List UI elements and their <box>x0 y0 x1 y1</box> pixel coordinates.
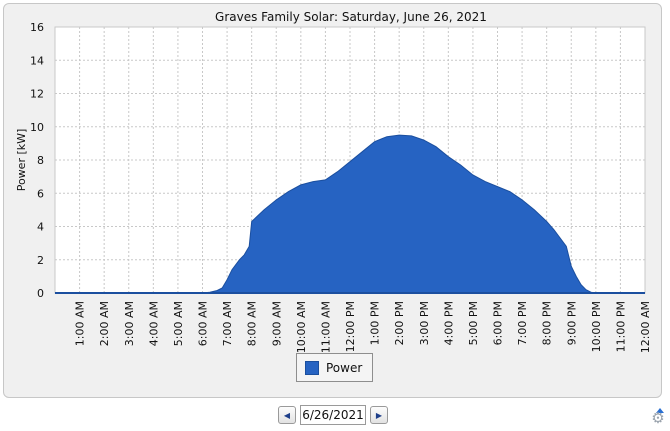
next-day-button[interactable]: ▶ <box>370 406 388 424</box>
x-tick-label: 3:00 AM <box>123 301 136 346</box>
x-tick-label: 2:00 PM <box>393 301 406 345</box>
y-tick-label: 12 <box>30 88 44 101</box>
x-tick-label: 8:00 PM <box>541 301 554 345</box>
previous-day-button[interactable]: ◀ <box>278 406 296 424</box>
x-tick-label: 5:00 PM <box>467 301 480 345</box>
x-tick-label: 10:00 AM <box>295 301 308 353</box>
date-input[interactable]: 6/26/2021 <box>300 405 366 425</box>
expand-arrow-icon[interactable] <box>656 408 664 413</box>
x-tick-label: 9:00 AM <box>270 301 283 346</box>
legend-swatch-power <box>305 360 319 375</box>
chart-title: Graves Family Solar: Saturday, June 26, … <box>215 10 487 24</box>
y-tick-label: 16 <box>30 21 44 34</box>
x-tick-label: 4:00 PM <box>442 301 455 345</box>
x-axis-ticks: 1:00 AM 2:00 AM 3:00 AM 4:00 AM 5:00 AM 6:00 … <box>74 301 652 353</box>
x-tick-label: 1:00 AM <box>74 301 87 346</box>
series-area-power <box>55 134 645 294</box>
x-tick-label: 10:00 PM <box>590 301 603 352</box>
x-tick-label: 9:00 PM <box>565 301 578 345</box>
x-tick-label: 6:00 AM <box>197 301 210 346</box>
x-tick-label: 11:00 PM <box>614 301 627 352</box>
x-tick-label: 3:00 PM <box>418 301 431 345</box>
x-tick-label: 12:00 AM <box>639 301 652 353</box>
x-tick-label: 2:00 AM <box>98 301 111 346</box>
x-tick-label: 12:00 PM <box>344 301 357 352</box>
y-tick-label: 2 <box>37 254 44 267</box>
y-axis-ticks: 0 2 4 6 8 10 12 14 16 <box>30 21 44 300</box>
legend-label-power: Power <box>326 360 363 375</box>
y-tick-label: 6 <box>37 187 44 200</box>
x-tick-label: 8:00 AM <box>246 301 259 346</box>
x-tick-label: 7:00 AM <box>221 301 234 346</box>
y-axis-label: Power [kW] <box>15 129 28 192</box>
y-tick-label: 14 <box>30 54 44 67</box>
x-tick-label: 1:00 PM <box>369 301 382 345</box>
y-tick-label: 4 <box>37 221 44 234</box>
gear-icon[interactable]: ⚙ <box>651 409 665 427</box>
x-tick-label: 5:00 AM <box>172 301 185 346</box>
x-tick-label: 11:00 AM <box>319 301 332 353</box>
series-area <box>55 134 645 294</box>
date-navigator: ◀ 6/26/2021 ▶ <box>278 405 388 425</box>
x-tick-label: 7:00 PM <box>516 301 529 345</box>
chart-legend: Power <box>296 353 373 382</box>
x-tick-label: 6:00 PM <box>492 301 505 345</box>
x-tick-label: 4:00 AM <box>147 301 160 346</box>
y-tick-label: 10 <box>30 121 44 134</box>
y-tick-label: 0 <box>37 287 44 300</box>
y-tick-label: 8 <box>37 154 44 167</box>
